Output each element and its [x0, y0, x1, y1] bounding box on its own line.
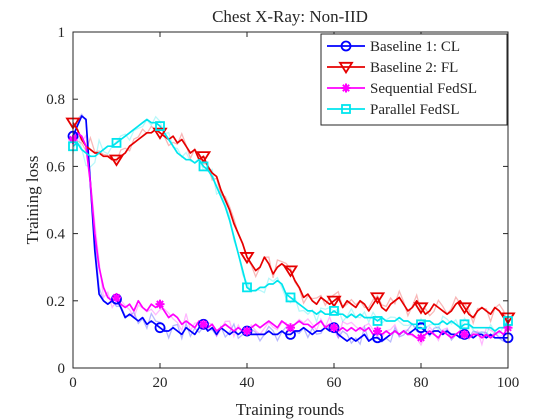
parallel-fedsl-marker [329, 305, 339, 316]
y-tick-label: 0.4 [46, 227, 65, 243]
legend-label-baseline-2-fl: Baseline 2: FL [370, 60, 458, 76]
legend-marker-sequential-fedsl [341, 83, 351, 93]
parallel-fedsl-marker [111, 137, 122, 148]
baseline-2-fl-marker [108, 154, 125, 167]
parallel-fedsl-marker [416, 319, 426, 330]
y-tick-label: 0 [58, 361, 66, 377]
axis-ticks: 0 20 40 60 80 100 0 0.2 0.4 0.6 0.8 1 [46, 25, 519, 391]
sequential-fedsl-marker [286, 323, 295, 333]
legend-label-sequential-fedsl: Sequential FedSL [370, 81, 477, 97]
baseline-2-fl-marker [326, 295, 342, 308]
parallel-fedsl-marker [459, 319, 470, 330]
parallel-fedsl-marker [155, 121, 165, 131]
baseline-2-fl-marker [369, 292, 386, 305]
sequential-fedsl-marker [460, 329, 469, 339]
baseline-2-fl-marker [239, 252, 255, 265]
plot-frame [72, 31, 509, 369]
parallel-fedsl-marker [242, 282, 252, 293]
sequential-fedsl-marker [373, 326, 382, 336]
baseline-2-fl-marker [282, 265, 299, 278]
baseline-2-fl-marker [152, 127, 168, 140]
legend-marker-parallel-fedsl [341, 104, 351, 114]
baseline-2-fl-marker [456, 302, 473, 315]
x-tick-label: 40 [240, 375, 255, 391]
sequential-fedsl-marker [416, 333, 426, 343]
x-tick-label: 80 [414, 375, 429, 391]
legend-marker-baseline-2-fl [338, 61, 354, 75]
parallel-fedsl-marker [285, 292, 296, 303]
baseline-1-cl-line [72, 115, 508, 342]
y-tick-label: 0.8 [46, 92, 65, 108]
legend-label-parallel-fedsl: Parallel FedSL [370, 102, 460, 118]
parallel-fedsl-raw-line [72, 115, 509, 336]
sequential-fedsl-marker [242, 326, 252, 336]
x-tick-label: 20 [153, 375, 168, 391]
x-tick-label: 0 [69, 375, 77, 391]
sequential-fedsl-marker [329, 323, 339, 333]
chart-title: Chest X-Ray: Non-IID [212, 7, 368, 26]
y-axis-title: Training loss [23, 156, 42, 245]
sequential-fedsl-marker [112, 292, 121, 302]
parallel-fedsl-marker [198, 161, 209, 172]
baseline-1-cl-marker [154, 322, 166, 334]
y-tick-label: 1 [58, 25, 66, 41]
baseline-2-fl-marker [413, 302, 429, 315]
x-axis-title: Training rounds [236, 400, 344, 419]
baseline-2-fl-line [72, 122, 508, 319]
x-tick-label: 60 [327, 375, 342, 391]
y-tick-label: 0.6 [46, 159, 65, 175]
sequential-fedsl-marker [155, 299, 165, 309]
legend-marker-baseline-1-cl [340, 40, 352, 52]
legend-label-baseline-1-cl: Baseline 1: CL [370, 39, 460, 55]
y-tick-label: 0.2 [46, 294, 65, 310]
baseline-2-fl-raw-line [72, 125, 509, 326]
legend-items: Baseline 1: CL Baseline 2: FL Sequential F… [327, 39, 477, 118]
baseline-2-fl-marker [195, 151, 212, 164]
parallel-fedsl-line [72, 118, 509, 332]
sequential-fedsl-marker [199, 319, 208, 329]
x-tick-label: 100 [497, 375, 520, 391]
legend: Baseline 1: CL Baseline 2: FL Sequential F… [320, 33, 508, 126]
parallel-fedsl-marker [372, 316, 383, 326]
